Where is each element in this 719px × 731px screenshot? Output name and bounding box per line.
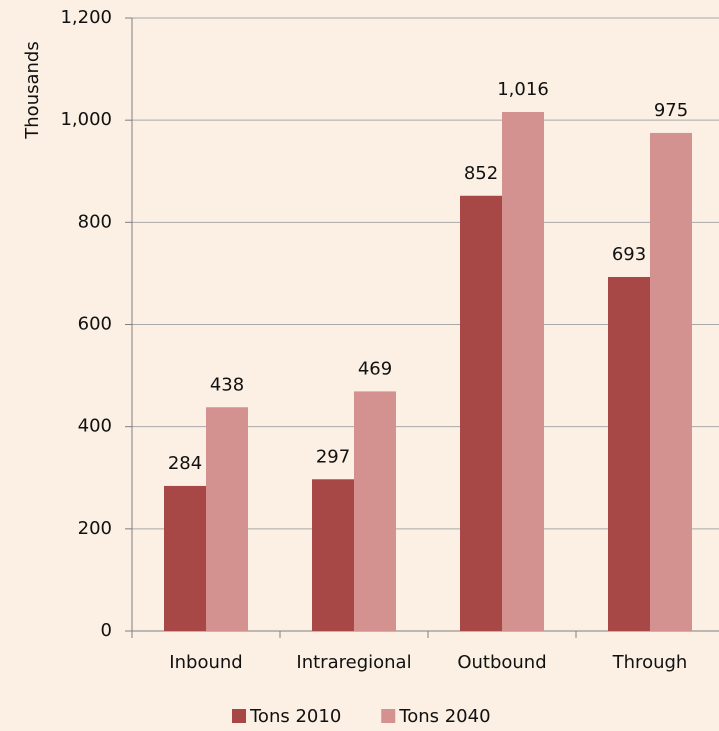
- x-tick-label: Intraregional: [296, 652, 411, 673]
- legend-label: Tons 2010: [249, 706, 341, 727]
- data-label: 693: [612, 244, 646, 265]
- y-tick-label: 1,200: [60, 7, 112, 28]
- y-tick-label: 800: [78, 211, 112, 232]
- y-tick-label: 600: [78, 314, 112, 335]
- data-label: 1,016: [497, 79, 549, 100]
- bar: [650, 132, 692, 631]
- bar: [164, 485, 206, 631]
- bar: [354, 391, 396, 631]
- legend-swatch: [232, 709, 246, 723]
- legend-label: Tons 2040: [398, 706, 490, 727]
- y-axis-label: Thousands: [22, 41, 43, 139]
- x-tick-label: Through: [612, 652, 688, 673]
- y-tick-label: 0: [101, 620, 112, 641]
- data-label: 297: [316, 446, 350, 467]
- y-tick-label: 400: [78, 416, 112, 437]
- y-tick-label: 200: [78, 518, 112, 539]
- bar: [460, 195, 502, 631]
- y-tick-label: 1,000: [60, 109, 112, 130]
- data-label: 975: [654, 100, 688, 121]
- data-label: 852: [464, 163, 498, 184]
- bar: [206, 407, 248, 631]
- bar: [608, 276, 650, 631]
- x-tick-label: Outbound: [457, 652, 546, 673]
- x-tick-label: Inbound: [169, 652, 242, 673]
- data-label: 284: [168, 453, 202, 474]
- bar: [312, 479, 354, 631]
- data-label: 469: [358, 358, 392, 379]
- bar: [502, 111, 544, 631]
- data-label: 438: [210, 374, 244, 395]
- legend-swatch: [381, 709, 396, 723]
